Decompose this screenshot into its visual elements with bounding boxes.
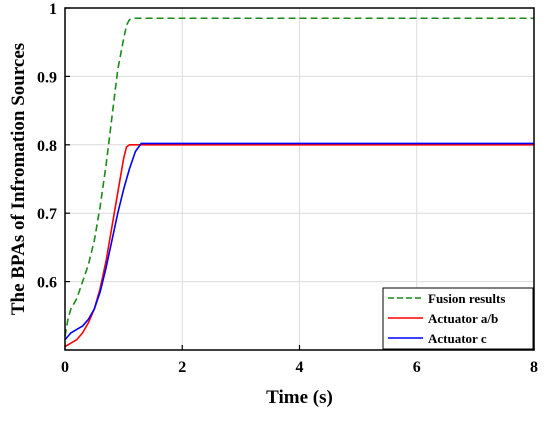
series-line-actuator-c bbox=[64, 142, 534, 341]
tick-labels: 0 2 4 6 8 0.6 0.7 0.8 0.9 1 bbox=[37, 1, 538, 376]
series-line-actuator-a-b bbox=[64, 144, 534, 348]
y-tick-label: 0.7 bbox=[37, 206, 57, 223]
y-axis-title: The BPAs of Infromation Sources bbox=[8, 43, 29, 315]
x-axis-title: Time (s) bbox=[266, 387, 333, 408]
x-tick-label: 4 bbox=[296, 359, 304, 376]
x-tick-label: 8 bbox=[530, 359, 538, 376]
y-tick-label: 0.6 bbox=[37, 275, 57, 292]
y-tick-label: 1 bbox=[49, 1, 57, 18]
x-tick-label: 0 bbox=[61, 359, 69, 376]
series-layer bbox=[64, 17, 534, 348]
legend: Fusion results Actuator a/b Actuator c bbox=[382, 287, 534, 350]
x-tick-label: 2 bbox=[178, 359, 186, 376]
legend-label-actuator-c: Actuator c bbox=[428, 331, 487, 346]
y-tick-label: 0.8 bbox=[37, 138, 57, 155]
legend-label-fusion-results: Fusion results bbox=[428, 291, 505, 306]
legend-label-actuator-ab: Actuator a/b bbox=[428, 311, 498, 326]
y-tick-label: 0.9 bbox=[37, 69, 57, 86]
x-tick-label: 6 bbox=[413, 359, 421, 376]
series-line-fusion-results bbox=[64, 17, 534, 337]
